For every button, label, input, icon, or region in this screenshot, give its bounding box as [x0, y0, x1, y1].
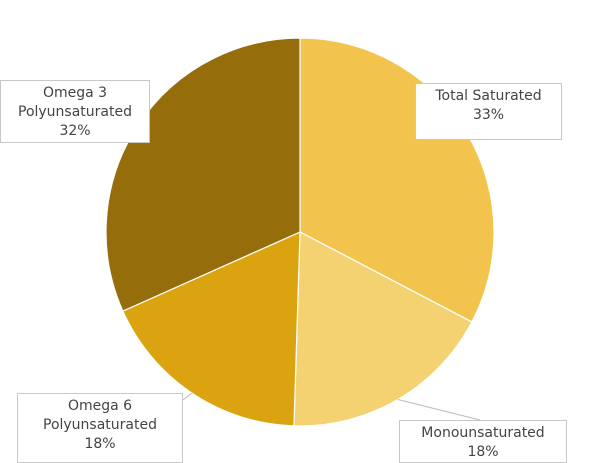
pie-slice [293, 231, 473, 427]
category-label: Total Saturated [435, 88, 542, 104]
category-label: Omega 3 Polyunsaturated [18, 85, 132, 120]
data-label: Omega 3 Polyunsaturated 32% [0, 80, 150, 143]
value-label: 33% [472, 107, 505, 123]
leader-line [182, 392, 193, 401]
pie-slice [122, 231, 301, 427]
leader-line [397, 399, 481, 421]
value-label: 32% [59, 123, 91, 139]
category-label: Monounsaturated [421, 425, 545, 441]
data-label: Total Saturated 33% [415, 83, 562, 140]
value-label: 18% [84, 436, 116, 452]
category-label: Omega 6 Polyunsaturated [43, 398, 157, 433]
data-label: Omega 6 Polyunsaturated 18% [17, 393, 183, 463]
value-label: 18% [467, 444, 499, 460]
data-label: Monounsaturated 18% [399, 420, 567, 463]
